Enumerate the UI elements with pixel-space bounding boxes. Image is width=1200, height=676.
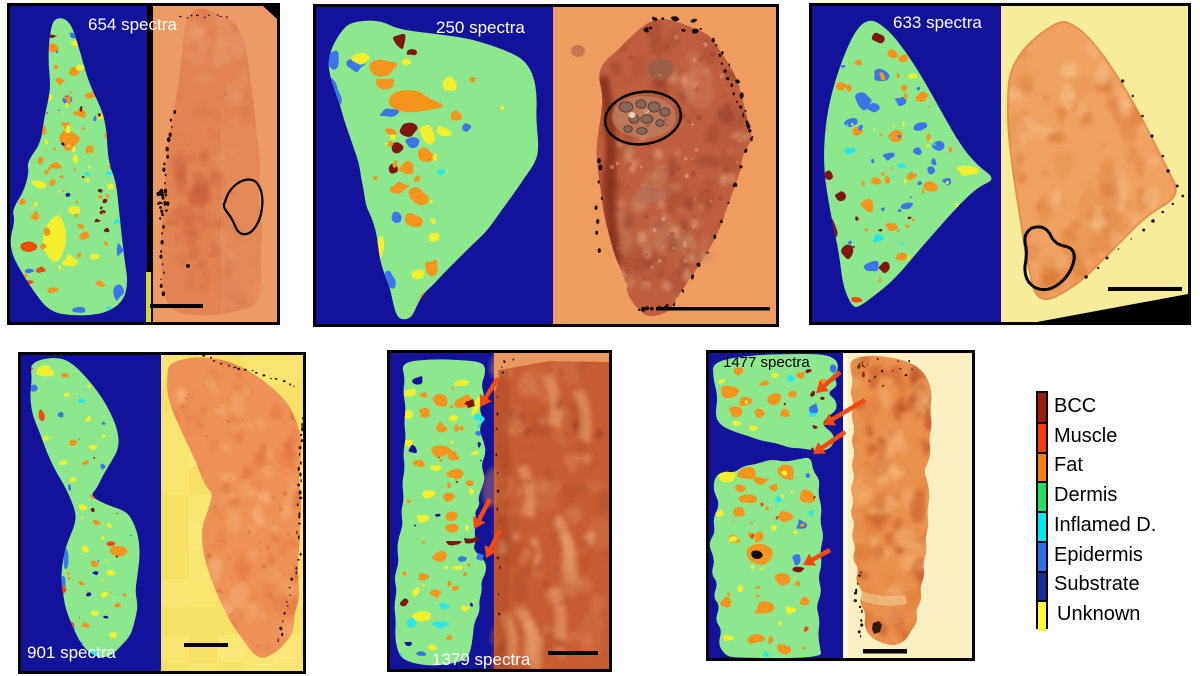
svg-text:901 spectra: 901 spectra [27,643,116,662]
svg-text:1379 spectra: 1379 spectra [432,650,531,669]
svg-text:1477 spectra: 1477 spectra [723,354,810,371]
svg-text:250 spectra: 250 spectra [436,18,525,37]
svg-text:654 spectra: 654 spectra [88,15,177,34]
svg-text:633 spectra: 633 spectra [893,13,982,32]
